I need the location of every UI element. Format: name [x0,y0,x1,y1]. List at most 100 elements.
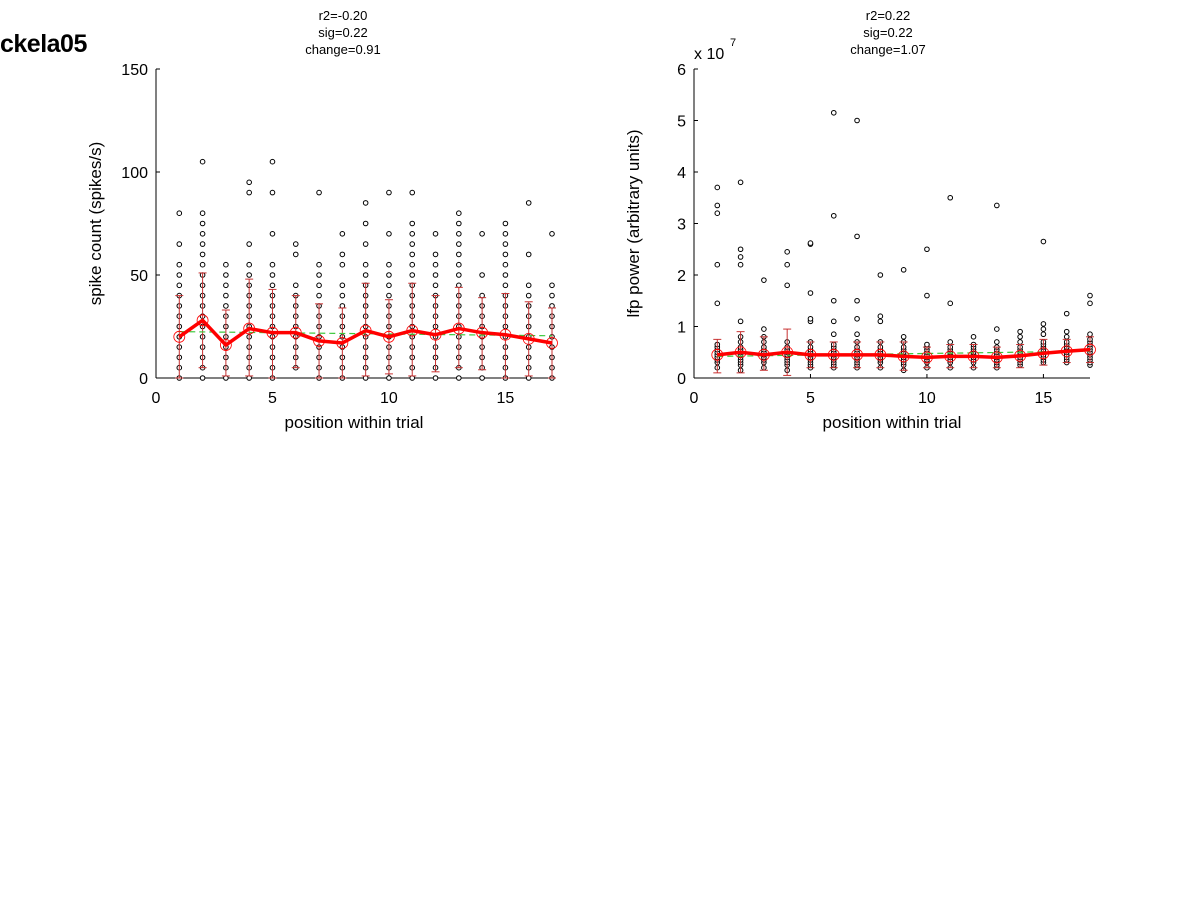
chart-panel-2: r2=0.22 sig=0.22 change=1.07 0 1 2 3 4 5 6 0 5 10 15 p… [624,8,1096,432]
mean-marker [921,351,933,364]
mean-line [178,318,553,347]
data-point [456,272,462,278]
data-point [246,179,252,186]
data-point [807,315,814,322]
data-point [502,241,509,247]
data-point [432,231,439,237]
y-tick-label: 4 [677,165,686,182]
data-point [549,292,555,299]
data-point [714,300,721,307]
data-point [246,261,252,268]
data-point [994,202,1000,209]
data-point [737,318,744,325]
data-point [924,341,930,348]
data-point [924,246,930,253]
y-tick-label: 50 [130,268,148,285]
data-point [1017,339,1023,345]
x-axis-label: position within trial [285,413,424,432]
data-point [316,292,322,299]
data-point [409,272,416,278]
data-point [854,331,860,338]
data-point [292,251,299,258]
figure-title: ckela05 [0,30,87,58]
data-point [269,282,276,289]
data-point [1017,334,1023,340]
x-tick-label: 5 [268,390,277,407]
data-point [223,272,229,278]
data-point [432,251,439,258]
data-point [199,261,206,268]
y-tick-label: 150 [121,62,148,79]
mean-marker [944,350,957,363]
chart-title-line: change=0.91 [305,42,381,57]
mean-marker [781,346,794,359]
data-point [409,261,416,268]
x-tick-label: 10 [918,390,936,407]
y-axis-label: spike count (spikes/s) [86,142,105,305]
data-point [223,261,229,268]
data-point [994,339,1000,345]
mean-marker [266,326,279,339]
mean-marker [173,330,186,343]
data-point [456,261,462,268]
data-point [456,375,462,381]
data-point [432,282,439,289]
data-point [947,300,954,307]
data-point [362,200,369,206]
data-point [316,189,322,196]
data-point [502,272,509,278]
data-point [1040,331,1047,338]
data-point [386,189,392,196]
data-point [316,261,322,268]
data-point [807,290,814,296]
data-point [784,249,790,255]
data-point [246,241,252,247]
data-point [223,292,229,299]
mean-marker [383,330,395,343]
data-point [1087,300,1093,307]
mean-marker [711,348,724,361]
data-point [176,272,183,278]
x-tick-label: 10 [380,390,398,407]
data-point [900,334,907,340]
data-point [502,231,509,237]
data-point [176,261,183,268]
data-point [854,297,860,304]
data-point [830,109,837,116]
mean-marker [522,332,535,345]
data-point [199,158,206,165]
x-tick-label: 0 [690,390,699,407]
data-point [199,241,206,247]
data-point [525,200,532,206]
data-point [409,251,416,258]
data-point [1063,334,1070,340]
data-point [409,220,416,227]
data-point [525,282,532,289]
data-point [223,282,229,289]
data-point [479,231,485,237]
data-point [714,210,721,216]
data-point [456,231,462,237]
data-point [761,277,767,283]
data-point [339,292,346,299]
mean-marker [289,326,302,339]
data-point [1087,331,1093,338]
data-point [1040,326,1047,332]
x-tick-label: 5 [806,390,815,407]
data-point [877,318,884,325]
data-point [339,282,346,289]
data-point [199,251,206,258]
mean-marker [452,322,465,335]
data-point [924,292,930,299]
data-point [502,220,509,227]
data-point [900,267,907,273]
x-tick-label: 15 [497,390,515,407]
data-point [970,334,977,340]
data-point [386,261,392,268]
y-tick-label: 0 [677,371,686,388]
data-point [386,272,392,278]
data-point [854,117,860,124]
data-point [362,272,369,278]
data-point [176,241,183,247]
data-point [830,331,837,338]
